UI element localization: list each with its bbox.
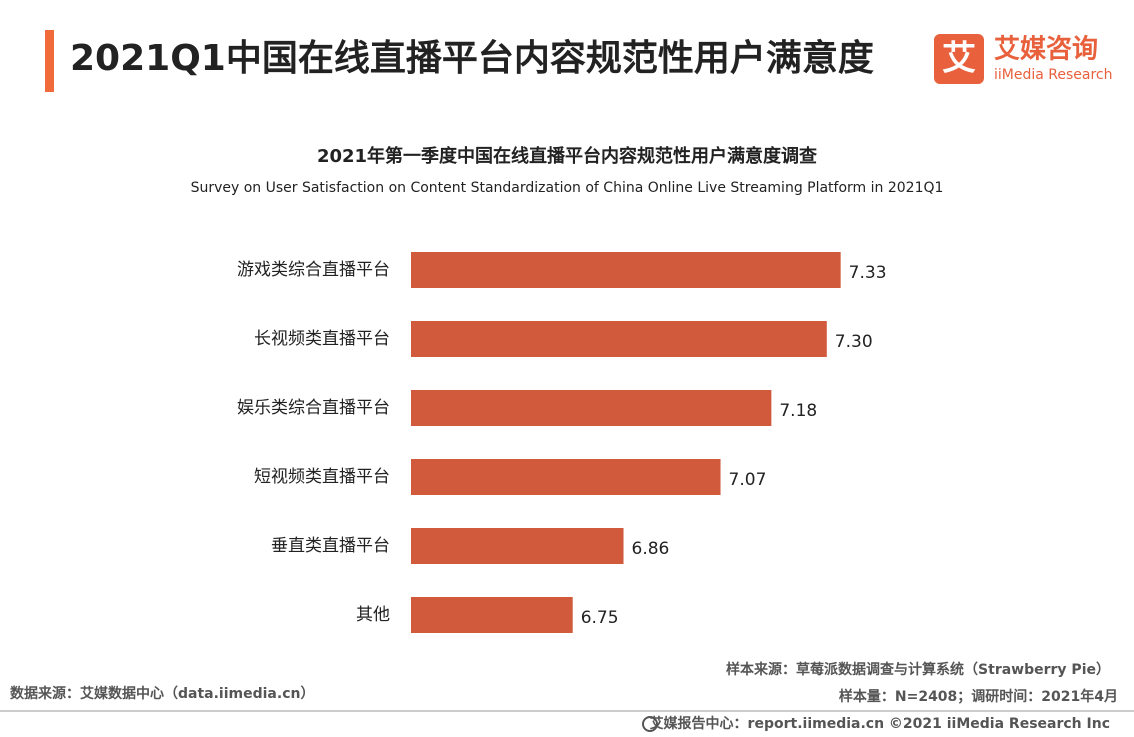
- category-label: 短视频类直播平台: [254, 467, 390, 487]
- category-label: 游戏类综合直播平台: [237, 260, 390, 280]
- logo-name: 艾媒咨询: [994, 34, 1098, 65]
- bar: [411, 390, 772, 426]
- value-label: 7.30: [835, 332, 873, 352]
- bar: [411, 321, 827, 357]
- title-accent: [45, 30, 54, 92]
- logo-sub: iiMedia Research: [994, 67, 1113, 83]
- chart-subtitle: Survey on User Satisfaction on Content S…: [191, 180, 944, 196]
- bar: [411, 252, 841, 288]
- category-label: 垂直类直播平台: [271, 536, 390, 556]
- value-label: 7.07: [729, 470, 767, 490]
- sample-info: 样本量：N=2408；调研时间：2021年4月: [839, 688, 1118, 705]
- bar: [411, 597, 573, 633]
- bar: [411, 528, 624, 564]
- value-label: 6.86: [632, 539, 670, 559]
- bar: [411, 459, 721, 495]
- footer-icon: [642, 716, 658, 732]
- logo-icon: 艾: [942, 39, 976, 79]
- sample-source: 样本来源：草莓派数据调查与计算系统（Strawberry Pie）: [726, 661, 1110, 678]
- logo-box: [934, 34, 984, 84]
- page-title: 2021Q1中国在线直播平台内容规范性用户满意度: [70, 38, 874, 79]
- category-label: 其他: [356, 605, 390, 625]
- value-label: 7.18: [779, 401, 817, 421]
- copyright: 艾媒报告中心：report.iimedia.cn ©2021 iiMedia R…: [650, 715, 1110, 732]
- category-label: 娱乐类综合直播平台: [237, 398, 390, 418]
- plot: 游戏类综合直播平台 7.33 长视频类直播平台 7.30 娱乐类综合直播平台 7.18 短视…: [237, 252, 887, 633]
- category-label: 长视频类直播平台: [254, 329, 390, 349]
- value-label: 7.33: [849, 263, 887, 283]
- value-label: 6.75: [581, 608, 619, 628]
- chart-title: 2021年第一季度中国在线直播平台内容规范性用户满意度调查: [317, 145, 817, 167]
- data-source: 数据来源：艾媒数据中心（data.iimedia.cn）: [10, 685, 314, 702]
